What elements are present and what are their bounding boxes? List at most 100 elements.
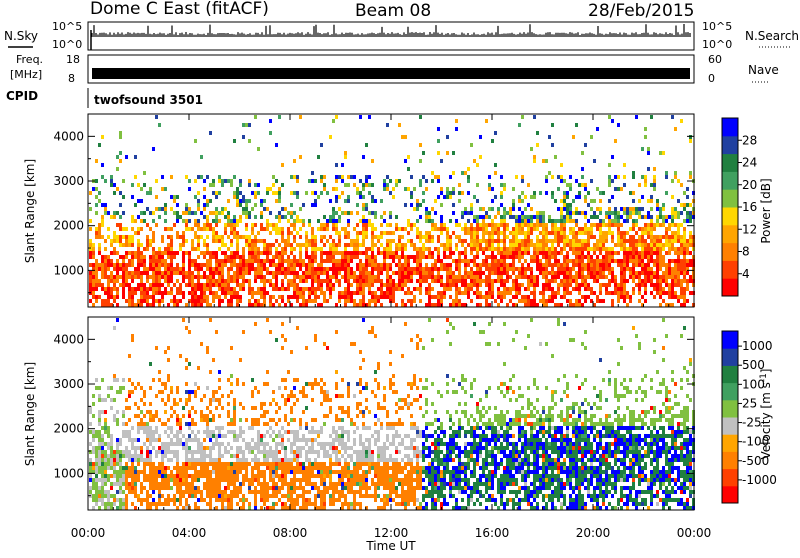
power-cell — [278, 219, 281, 223]
power-cell — [296, 179, 299, 183]
power-cell — [494, 231, 497, 235]
power-cell — [152, 275, 155, 279]
power-cell — [401, 271, 404, 275]
power-cell — [596, 267, 599, 271]
power-cell — [641, 147, 644, 151]
power-cell — [227, 267, 230, 271]
power-cell — [476, 271, 479, 275]
velocity-cell — [239, 402, 242, 406]
power-cell — [452, 203, 455, 207]
power-cell — [452, 299, 455, 303]
velocity-cell — [206, 490, 209, 494]
power-cell — [614, 287, 617, 291]
power-cell — [458, 191, 461, 195]
velocity-cell — [248, 502, 251, 506]
power-cell — [254, 235, 257, 239]
velocity-cell — [113, 326, 116, 330]
velocity-cell — [266, 466, 269, 470]
velocity-cell — [251, 394, 254, 398]
velocity-cell — [101, 478, 104, 482]
velocity-cell — [206, 422, 209, 426]
power-cell — [470, 203, 473, 207]
power-cell — [368, 191, 371, 195]
power-cell — [569, 227, 572, 231]
power-cell — [575, 207, 578, 211]
power-cell — [227, 271, 230, 275]
power-cell — [428, 303, 431, 307]
power-cell — [407, 255, 410, 259]
power-cell — [506, 291, 509, 295]
power-cell — [377, 247, 380, 251]
velocity-cell — [176, 422, 179, 426]
power-cell — [425, 255, 428, 259]
power-cell — [683, 191, 686, 195]
power-cell — [578, 211, 581, 215]
power-cell — [557, 303, 560, 307]
velocity-cell — [257, 470, 260, 474]
power-cell — [212, 283, 215, 287]
velocity-cell — [101, 502, 104, 506]
power-cell — [485, 283, 488, 287]
power-cell — [329, 283, 332, 287]
power-cell — [632, 259, 635, 263]
velocity-cell — [275, 470, 278, 474]
velocity-cell — [95, 494, 98, 498]
velocity-cell — [137, 438, 140, 442]
velocity-cell — [269, 470, 272, 474]
power-cell — [596, 223, 599, 227]
power-cell — [113, 231, 116, 235]
velocity-cell — [116, 410, 119, 414]
velocity-cell — [254, 454, 257, 458]
power-cell — [647, 279, 650, 283]
power-cell — [290, 279, 293, 283]
power-cell — [473, 231, 476, 235]
power-cell — [596, 255, 599, 259]
power-cell — [410, 223, 413, 227]
power-cell — [623, 291, 626, 295]
velocity-cell — [110, 458, 113, 462]
power-cell — [611, 275, 614, 279]
power-cell — [281, 279, 284, 283]
power-cell — [254, 195, 257, 199]
velocity-cell — [137, 414, 140, 418]
power-cell — [314, 239, 317, 243]
power-cell — [389, 243, 392, 247]
power-cell — [401, 255, 404, 259]
power-cell — [548, 279, 551, 283]
velocity-cell — [194, 506, 197, 510]
power-cell — [677, 279, 680, 283]
velocity-cell — [167, 378, 170, 382]
power-cell — [602, 299, 605, 303]
velocity-cell — [245, 478, 248, 482]
power-cell — [110, 239, 113, 243]
power-cell — [482, 215, 485, 219]
velocity-cell — [269, 426, 272, 430]
nave-tick-bottom: 0 — [708, 72, 715, 85]
power-cell — [104, 267, 107, 271]
power-cell — [467, 191, 470, 195]
power-cell — [647, 271, 650, 275]
power-cell — [209, 291, 212, 295]
power-cell — [536, 267, 539, 271]
velocity-cell — [278, 434, 281, 438]
velocity-cell — [266, 422, 269, 426]
power-cell — [677, 267, 680, 271]
velocity-cell — [173, 410, 176, 414]
power-cell — [470, 283, 473, 287]
power-cell — [494, 215, 497, 219]
power-cell — [581, 279, 584, 283]
velocity-cell — [236, 494, 239, 498]
power-cell — [332, 239, 335, 243]
power-cell — [329, 275, 332, 279]
power-cell — [335, 195, 338, 199]
power-cell — [518, 291, 521, 295]
power-cell — [521, 263, 524, 267]
power-cell — [401, 263, 404, 267]
power-cell — [473, 239, 476, 243]
power-cell — [599, 191, 602, 195]
power-cell — [599, 299, 602, 303]
power-cell — [572, 219, 575, 223]
velocity-cell — [140, 470, 143, 474]
power-cell — [404, 255, 407, 259]
velocity-cell — [107, 490, 110, 494]
